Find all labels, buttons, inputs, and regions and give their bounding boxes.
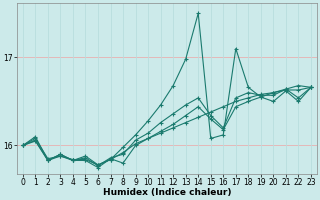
X-axis label: Humidex (Indice chaleur): Humidex (Indice chaleur) [103, 188, 231, 197]
